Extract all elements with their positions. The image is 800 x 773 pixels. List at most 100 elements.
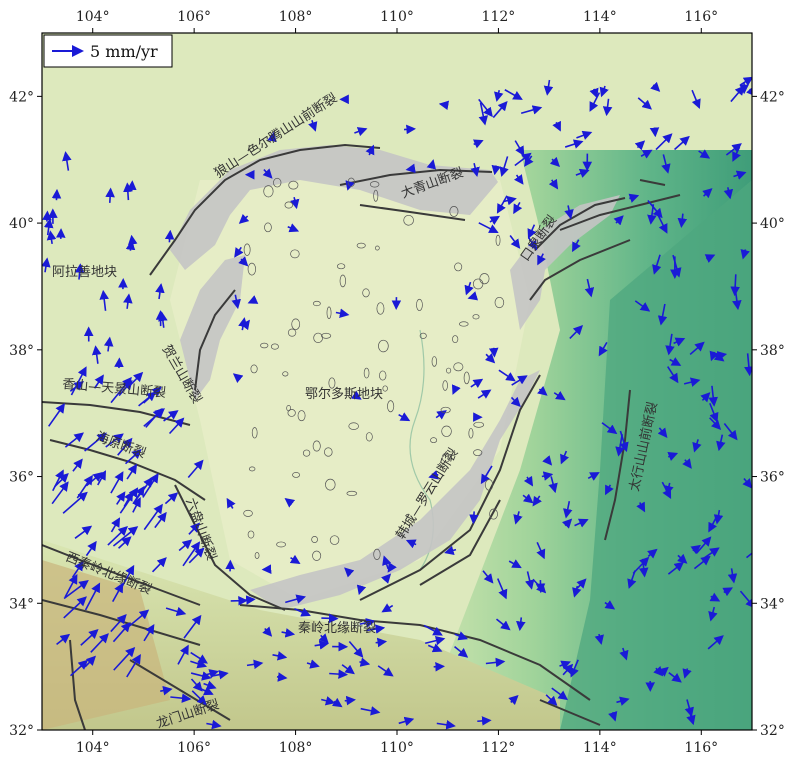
gps-velocity-arrow (125, 240, 136, 251)
gps-velocity-arrow (187, 459, 204, 479)
gps-velocity-arrow (85, 471, 103, 487)
gps-velocity-arrow (110, 471, 124, 494)
fault-trace (419, 499, 501, 586)
gps-velocity-arrow (308, 120, 318, 132)
gps-velocity-arrow (489, 215, 500, 225)
gps-velocity-arrow (226, 497, 236, 509)
gps-velocity-arrow (691, 89, 701, 110)
gps-velocity-arrow (425, 635, 446, 646)
gps-velocity-arrow (354, 127, 368, 137)
error-ellipse (282, 371, 289, 377)
gps-velocity-arrow (605, 484, 614, 496)
gps-velocity-arrow (655, 133, 673, 151)
gps-velocity-arrow (683, 377, 701, 387)
gps-velocity-arrow (677, 553, 688, 564)
gps-velocity-arrow (85, 540, 97, 557)
gps-velocity-arrow (454, 631, 469, 641)
gps-velocity-arrow (76, 474, 93, 499)
gps-velocity-arrow (381, 573, 392, 584)
gps-velocity-arrow (722, 587, 733, 597)
fault-trace (129, 659, 231, 721)
gps-velocity-arrow (344, 567, 355, 578)
gps-velocity-arrow (365, 624, 386, 634)
error-ellipse (446, 367, 452, 374)
lat-tick-label: 36° (760, 470, 785, 486)
gps-velocity-arrow (516, 617, 526, 632)
gps-velocity-arrow (477, 716, 492, 726)
gps-velocity-vectors (42, 76, 752, 730)
gps-velocity-arrow (64, 432, 84, 448)
error-ellipse (260, 342, 269, 349)
gps-velocity-arrow (634, 140, 646, 151)
fault-trace (194, 289, 236, 391)
gps-velocity-arrow (63, 580, 89, 600)
lat-tick-label: 32° (9, 723, 34, 739)
gps-velocity-arrow (472, 139, 484, 149)
gps-velocity-arrow (244, 595, 256, 605)
gps-velocity-arrow (64, 574, 78, 598)
gps-velocity-arrow (190, 651, 208, 664)
gps-velocity-arrow (647, 548, 658, 559)
gps-velocity-arrow (564, 205, 574, 220)
gps-velocity-arrow (684, 699, 694, 718)
gps-velocity-arrow (470, 163, 480, 177)
lon-tick-label: 114° (583, 9, 617, 25)
gps-velocity-arrow (306, 659, 320, 669)
fault-trace (149, 143, 381, 276)
gps-velocity-arrow (151, 557, 167, 573)
gps-velocity-arrow (113, 646, 136, 671)
error-ellipse (273, 177, 282, 188)
error-ellipse (479, 273, 490, 285)
gps-velocity-arrow (739, 76, 752, 86)
gps-velocity-arrow (444, 545, 457, 556)
gps-velocity-arrow (335, 308, 350, 318)
gps-velocity-arrow (143, 624, 155, 642)
gps-velocity-arrow (514, 152, 532, 167)
gps-velocity-arrow (700, 392, 711, 403)
gps-velocity-arrow (692, 439, 702, 453)
gps-velocity-arrow (640, 149, 653, 159)
gps-velocity-arrow (105, 433, 124, 448)
error-ellipse (302, 449, 311, 457)
lon-tick-label: 108° (279, 9, 313, 25)
gps-velocity-arrow (436, 720, 456, 730)
gps-velocity-arrow (427, 643, 443, 653)
gps-velocity-arrow (746, 86, 752, 97)
error-ellipse (373, 189, 379, 202)
fault-trace (42, 544, 201, 606)
error-ellipse (321, 332, 332, 339)
gps-velocity-arrow (584, 278, 595, 298)
lat-tick-label: 40° (9, 216, 34, 232)
lat-tick-label: 34° (760, 596, 785, 612)
error-ellipse (453, 362, 464, 372)
fault-trace (174, 484, 286, 611)
error-ellipse (248, 466, 256, 472)
gps-velocity-arrow (569, 325, 584, 339)
gps-velocity-arrow (709, 417, 722, 431)
gps-velocity-arrow (365, 144, 375, 156)
gps-velocity-arrow (93, 374, 104, 389)
gps-velocity-arrow (341, 664, 355, 675)
error-ellipse (441, 425, 452, 437)
gps-velocity-arrow (576, 578, 587, 589)
gps-velocity-arrow (525, 571, 535, 590)
gps-velocity-arrow (118, 536, 132, 549)
gps-velocity-arrow (638, 558, 649, 578)
gps-velocity-arrow (142, 472, 159, 498)
gps-velocity-arrow (48, 403, 65, 427)
gps-velocity-arrow (276, 672, 288, 682)
gps-velocity-arrow (524, 155, 534, 167)
gps-velocity-arrow (613, 215, 624, 226)
error-ellipse (494, 296, 505, 309)
gps-velocity-arrow (537, 385, 548, 396)
gps-velocity-arrow (165, 606, 187, 617)
gps-velocity-arrow (398, 412, 411, 422)
lon-tick-label: 104° (76, 740, 110, 756)
gps-velocity-arrow (636, 501, 646, 513)
error-ellipse (288, 180, 299, 190)
gps-velocity-arrow (477, 389, 492, 399)
gps-velocity-arrow (351, 390, 362, 400)
gps-velocity-arrow (381, 603, 394, 613)
error-ellipse (324, 447, 333, 457)
gps-velocity-arrow (599, 85, 609, 98)
